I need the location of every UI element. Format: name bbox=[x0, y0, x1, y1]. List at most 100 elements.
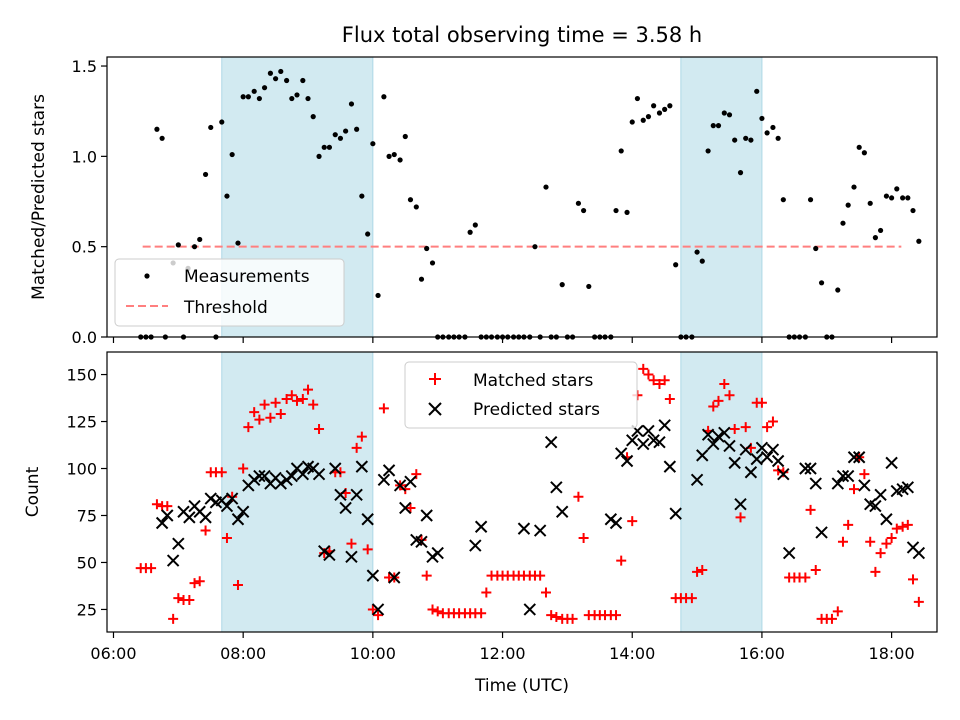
matched-star-point bbox=[578, 533, 589, 544]
measurement-point bbox=[261, 85, 268, 91]
measurement-point bbox=[818, 280, 825, 286]
predicted-star-point bbox=[258, 469, 271, 483]
matched-star-point bbox=[238, 463, 249, 474]
shaded-span bbox=[680, 56, 763, 338]
predicted-star-point bbox=[382, 464, 396, 477]
predicted-star-point bbox=[371, 603, 385, 616]
matched-star-point bbox=[194, 576, 205, 587]
measurement-point bbox=[197, 236, 203, 243]
measurement-point bbox=[910, 207, 916, 214]
matched-star-point bbox=[535, 570, 546, 581]
measurement-point bbox=[905, 195, 911, 201]
predicted-stars-series bbox=[155, 419, 926, 616]
measurement-point bbox=[267, 70, 274, 76]
matched-star-point bbox=[227, 491, 238, 502]
matched-star-point bbox=[756, 397, 767, 408]
predicted-star-point bbox=[663, 460, 677, 473]
predicted-star-point bbox=[707, 437, 720, 451]
predicted-star-point bbox=[555, 505, 569, 518]
measurement-point bbox=[402, 133, 408, 140]
predicted-star-point bbox=[469, 539, 482, 552]
measurement-point bbox=[721, 110, 727, 116]
predicted-star-point bbox=[712, 430, 725, 443]
predicted-star-point bbox=[836, 469, 850, 483]
predicted-star-point bbox=[637, 437, 650, 451]
y-tick-label: 0.5 bbox=[72, 238, 97, 257]
matched-star-point bbox=[719, 378, 730, 389]
measurement-point bbox=[872, 235, 878, 241]
matched-star-point bbox=[173, 593, 184, 604]
predicted-star-point bbox=[723, 439, 736, 453]
measurement-point bbox=[894, 186, 900, 192]
measurement-point bbox=[613, 207, 619, 214]
measurement-point bbox=[472, 222, 478, 228]
matched-star-point bbox=[805, 504, 816, 515]
measurement-point bbox=[381, 94, 387, 100]
y-tick-label: 125 bbox=[66, 413, 97, 432]
matched-star-point bbox=[314, 424, 325, 435]
predicted-star-point bbox=[809, 477, 822, 490]
predicted-star-point bbox=[355, 460, 369, 473]
matched-star-point bbox=[800, 572, 811, 583]
matched-star-point bbox=[826, 613, 837, 624]
predicted-star-point bbox=[393, 479, 407, 492]
matched-star-point bbox=[476, 608, 487, 619]
x-axis-label: Time (UTC) bbox=[474, 676, 569, 696]
measurement-point bbox=[245, 94, 251, 100]
measurement-point bbox=[883, 193, 890, 199]
matched-star-point bbox=[902, 519, 913, 530]
measurement-point bbox=[305, 95, 311, 102]
predicted-star-point bbox=[199, 511, 212, 524]
predicted-star-point bbox=[755, 441, 769, 455]
x-tick-label: 06:00 bbox=[90, 644, 136, 663]
measurement-point bbox=[694, 249, 700, 255]
measurement-point bbox=[851, 184, 857, 190]
matched-star-point bbox=[686, 593, 697, 604]
matched-star-point bbox=[243, 422, 254, 433]
measurement-point bbox=[743, 135, 749, 141]
matched-star-point bbox=[346, 538, 357, 549]
predicted-star-point bbox=[399, 501, 412, 515]
matched-star-point bbox=[713, 395, 724, 406]
predicted-star-point bbox=[361, 513, 374, 526]
matched-star-point bbox=[405, 502, 416, 513]
predicted-star-point bbox=[345, 550, 358, 564]
measurement-point bbox=[348, 101, 355, 107]
measurement-point bbox=[289, 95, 295, 102]
measurement-point bbox=[807, 197, 814, 203]
measurement-point bbox=[326, 144, 333, 150]
predicted-star-point bbox=[841, 469, 855, 483]
matched-star-point bbox=[767, 416, 778, 427]
predicted-star-point bbox=[166, 554, 180, 567]
y-tick-label: 25 bbox=[77, 600, 97, 619]
measurement-point bbox=[867, 200, 873, 206]
measurement-point bbox=[581, 207, 587, 214]
predicted-star-point bbox=[847, 451, 861, 464]
measurement-point bbox=[321, 144, 327, 150]
predicted-star-point bbox=[620, 454, 634, 468]
matched-star-point bbox=[638, 363, 649, 374]
predicted-star-point bbox=[874, 488, 887, 502]
measurement-point bbox=[251, 88, 257, 94]
matched-star-point bbox=[146, 563, 157, 574]
matched-star-point bbox=[335, 467, 346, 478]
measurement-point bbox=[710, 123, 716, 129]
measurement-point bbox=[337, 135, 344, 141]
measurement-point bbox=[732, 137, 738, 143]
predicted-star-point bbox=[236, 505, 250, 518]
measurement-point bbox=[889, 195, 895, 201]
legend-label-threshold: Threshold bbox=[183, 298, 268, 318]
matched-stars-series bbox=[135, 363, 924, 624]
measurement-point bbox=[618, 148, 624, 154]
matched-star-point bbox=[729, 424, 740, 435]
measurement-point bbox=[429, 260, 436, 266]
y-tick-label: 1.5 bbox=[72, 57, 97, 76]
measurement-point bbox=[229, 151, 235, 158]
x-tick-label: 12:00 bbox=[479, 644, 525, 663]
matched-star-point bbox=[189, 578, 200, 589]
predicted-star-point bbox=[739, 443, 752, 456]
measurement-point bbox=[235, 240, 241, 246]
measurement-point bbox=[370, 141, 376, 147]
predicted-star-point bbox=[760, 451, 774, 464]
measurement-point bbox=[407, 197, 414, 203]
